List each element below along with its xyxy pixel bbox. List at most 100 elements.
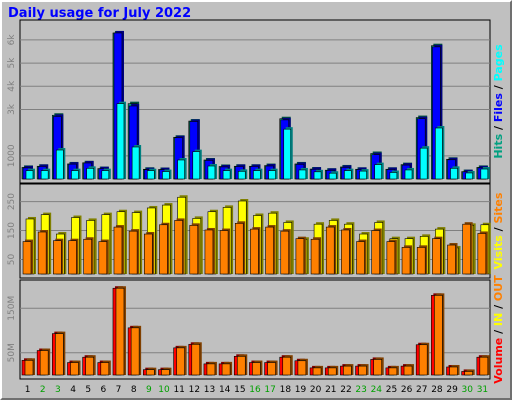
bar-sites (53, 240, 62, 275)
bar-out (161, 369, 170, 376)
bar-sites (265, 226, 274, 275)
bar-out (267, 362, 276, 376)
y-tick-label: 50M (7, 343, 17, 362)
day-label: 4 (70, 385, 76, 395)
bar-out (403, 365, 413, 376)
day-label: 23 (355, 385, 366, 395)
side-label-part: Volume (492, 338, 505, 384)
day-label: 3 (55, 385, 61, 395)
day-label: 20 (310, 385, 322, 395)
day-label: 29 (446, 385, 458, 395)
side-label-part: / (492, 224, 505, 236)
bar-pages (313, 171, 322, 180)
side-label-part: / (492, 81, 505, 93)
bar-pages (283, 128, 292, 180)
bar-sites (83, 238, 92, 275)
bar-sites (189, 225, 199, 275)
side-label-part: OUT (492, 275, 505, 301)
bar-sites (462, 223, 471, 275)
side-label-hits-files-pages: Hits / Files / Pages (492, 44, 505, 159)
bar-pages (465, 172, 473, 180)
side-label-part: / (492, 326, 505, 338)
bar-sites (280, 230, 290, 275)
day-label: 7 (116, 385, 122, 395)
bar-out (55, 333, 64, 376)
side-label-volume: Volume / IN / OUT (492, 275, 505, 384)
day-label: 14 (219, 385, 231, 395)
bar-pages (389, 172, 398, 180)
bar-out (373, 359, 383, 376)
day-label: 30 (462, 385, 474, 395)
bar-out (358, 365, 367, 376)
bar-sites (22, 241, 32, 275)
bar-pages (56, 149, 64, 180)
bar-out (236, 356, 246, 376)
bar-sites (310, 238, 320, 275)
bar-out (434, 295, 443, 376)
side-label-part: Hits (492, 133, 505, 158)
bar-pages (359, 170, 367, 180)
y-tick-label: 4k (7, 80, 17, 92)
day-label: 22 (340, 385, 351, 395)
day-label: 6 (101, 385, 107, 395)
chart-title: Daily usage for July 2022 (8, 6, 192, 21)
y-tick-label: 1000 (7, 144, 17, 167)
bar-out (39, 350, 49, 376)
bar-out (70, 362, 79, 376)
bar-sites (371, 230, 381, 275)
bar-out (327, 367, 337, 376)
side-label-part: IN (492, 313, 505, 326)
bar-pages (328, 172, 337, 180)
bar-pages (192, 151, 201, 180)
bar-sites (68, 240, 77, 275)
day-label: 10 (158, 385, 170, 395)
bar-out (282, 356, 292, 376)
bar-pages (71, 170, 79, 180)
side-label-part: Visits (492, 235, 505, 270)
bar-out (206, 363, 216, 376)
day-label: 21 (325, 385, 336, 395)
day-label: 26 (401, 385, 413, 395)
day-label: 2 (40, 385, 46, 395)
bar-out (464, 371, 473, 376)
bar-out (100, 362, 110, 376)
day-label: 25 (386, 385, 397, 395)
bar-sites (37, 231, 47, 275)
bar-pages (101, 170, 110, 180)
bar-sites (159, 224, 168, 275)
day-label: 13 (204, 385, 215, 395)
bar-out (479, 356, 489, 376)
bar-pages (207, 165, 216, 180)
bar-sites (341, 229, 350, 275)
bar-sites (325, 226, 335, 275)
bar-out (176, 347, 185, 376)
bar-pages (435, 127, 443, 180)
bar-sites (113, 226, 123, 275)
day-label: 12 (189, 385, 200, 395)
day-label: 17 (264, 385, 275, 395)
day-label: 28 (431, 385, 443, 395)
bar-pages (268, 170, 276, 180)
bar-pages (298, 169, 307, 180)
bar-out (449, 366, 458, 376)
bar-sites (143, 233, 153, 275)
day-label: 11 (173, 385, 184, 395)
y-tick-label: 50 (7, 254, 17, 266)
y-tick-label: 150M (7, 296, 17, 321)
day-label: 18 (280, 385, 292, 395)
bar-sites (356, 241, 365, 275)
day-label: 15 (234, 385, 245, 395)
bar-sites (234, 223, 244, 275)
bar-sites (204, 229, 214, 275)
bar-pages (86, 168, 94, 180)
bar-out (418, 344, 428, 376)
y-tick-label: 6k (7, 34, 17, 46)
side-label-part: Pages (492, 44, 505, 82)
bar-sites (386, 241, 396, 275)
bar-sites (401, 247, 411, 275)
bar-out (297, 360, 307, 376)
bar-pages (25, 170, 34, 180)
bar-sites (128, 230, 138, 275)
day-label: 31 (477, 385, 488, 395)
